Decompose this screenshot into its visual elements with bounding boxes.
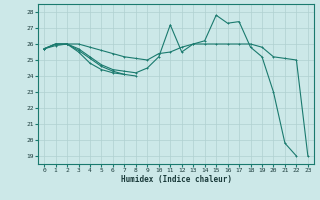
X-axis label: Humidex (Indice chaleur): Humidex (Indice chaleur) [121,175,231,184]
